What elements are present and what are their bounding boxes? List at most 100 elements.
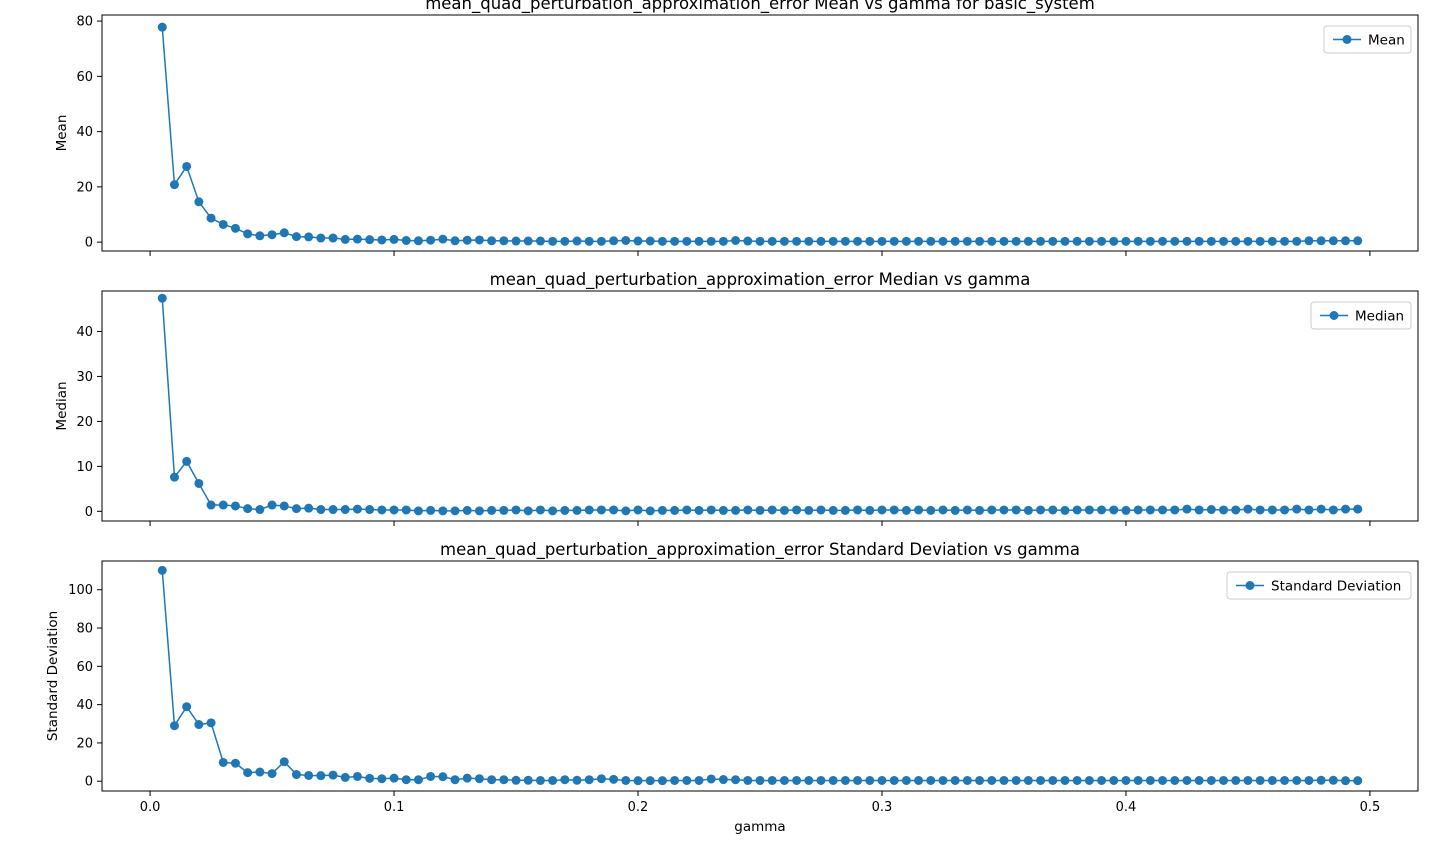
data-point	[1182, 775, 1192, 785]
data-point	[670, 775, 680, 785]
data-point	[828, 236, 838, 246]
data-point	[548, 236, 558, 246]
data-point	[1048, 236, 1058, 246]
data-point	[743, 775, 753, 785]
data-point	[926, 775, 936, 785]
y-tick-label: 0	[85, 236, 93, 251]
data-point	[255, 231, 265, 241]
data-point	[853, 505, 863, 515]
y-axis-label: Standard Deviation	[45, 611, 61, 741]
data-point	[1023, 505, 1033, 515]
y-tick-label: 60	[76, 660, 93, 675]
data-point	[1231, 775, 1241, 785]
data-point	[1206, 505, 1216, 515]
data-point	[926, 505, 936, 515]
y-tick-label: 20	[76, 736, 93, 751]
data-point	[560, 775, 570, 785]
x-tick-label: 0.4	[1116, 800, 1137, 815]
data-point	[853, 236, 863, 246]
data-point	[316, 233, 326, 243]
data-point	[1328, 236, 1338, 246]
y-tick-label: 0	[85, 775, 93, 790]
data-point	[438, 772, 448, 782]
x-tick-label: 0.0	[140, 800, 161, 815]
legend-marker	[1329, 311, 1339, 320]
data-point	[1097, 775, 1107, 785]
data-point	[962, 505, 972, 515]
data-point	[1084, 775, 1094, 785]
data-point	[499, 775, 509, 785]
data-point	[840, 505, 850, 515]
data-point	[1280, 775, 1290, 785]
legend-label: Median	[1355, 309, 1404, 325]
data-point	[218, 500, 228, 510]
data-point	[914, 505, 924, 515]
data-point	[572, 236, 582, 246]
data-point	[657, 776, 667, 786]
data-point	[633, 776, 643, 786]
data-point	[523, 506, 533, 516]
data-point	[1133, 505, 1143, 515]
data-point	[901, 505, 911, 515]
data-point	[962, 236, 972, 246]
data-point	[706, 774, 716, 784]
data-point	[1011, 775, 1021, 785]
data-point	[657, 505, 667, 515]
data-point	[621, 775, 631, 785]
data-point	[877, 236, 887, 246]
data-point	[499, 236, 509, 246]
y-tick-label: 20	[76, 180, 93, 195]
data-point	[889, 505, 899, 515]
data-point	[218, 219, 228, 229]
data-point	[718, 236, 728, 246]
data-point	[755, 505, 765, 515]
data-point	[1084, 236, 1094, 246]
data-point	[328, 233, 338, 243]
data-point	[365, 505, 375, 515]
data-point	[377, 505, 387, 515]
data-point	[767, 236, 777, 246]
data-point	[450, 236, 460, 246]
data-point	[438, 506, 448, 516]
data-point	[511, 775, 521, 785]
data-point	[1194, 505, 1204, 515]
data-point	[535, 505, 545, 515]
data-point	[1121, 505, 1131, 515]
data-point	[938, 505, 948, 515]
y-tick-label: 100	[68, 583, 93, 598]
data-point	[1231, 505, 1241, 515]
data-point	[1243, 236, 1253, 246]
data-point	[865, 775, 875, 785]
data-point	[1267, 236, 1277, 246]
data-point	[487, 236, 497, 246]
data-point	[950, 236, 960, 246]
data-point	[1267, 775, 1277, 785]
data-point	[828, 775, 838, 785]
chart-title: mean_quad_perturbation_approximation_err…	[425, 0, 1095, 14]
data-point	[1182, 236, 1192, 246]
data-point	[840, 775, 850, 785]
data-point	[755, 775, 765, 785]
y-tick-label: 0	[85, 505, 93, 520]
y-tick-label: 40	[76, 325, 93, 340]
data-point	[987, 775, 997, 785]
data-point	[243, 229, 253, 239]
data-point	[975, 236, 985, 246]
data-point	[853, 775, 863, 785]
data-point	[1060, 236, 1070, 246]
data-point	[450, 506, 460, 516]
data-point	[1206, 775, 1216, 785]
legend-box	[1310, 301, 1412, 330]
data-point	[426, 505, 436, 515]
data-point	[389, 234, 399, 244]
data-point	[1219, 505, 1229, 515]
data-point	[157, 22, 167, 32]
data-point	[1072, 505, 1082, 515]
data-point	[1097, 505, 1107, 515]
axes-frame	[101, 14, 1419, 252]
data-point	[340, 234, 350, 244]
data-point	[804, 505, 814, 515]
data-point	[401, 505, 411, 515]
data-point	[584, 505, 594, 515]
data-point	[352, 771, 362, 781]
